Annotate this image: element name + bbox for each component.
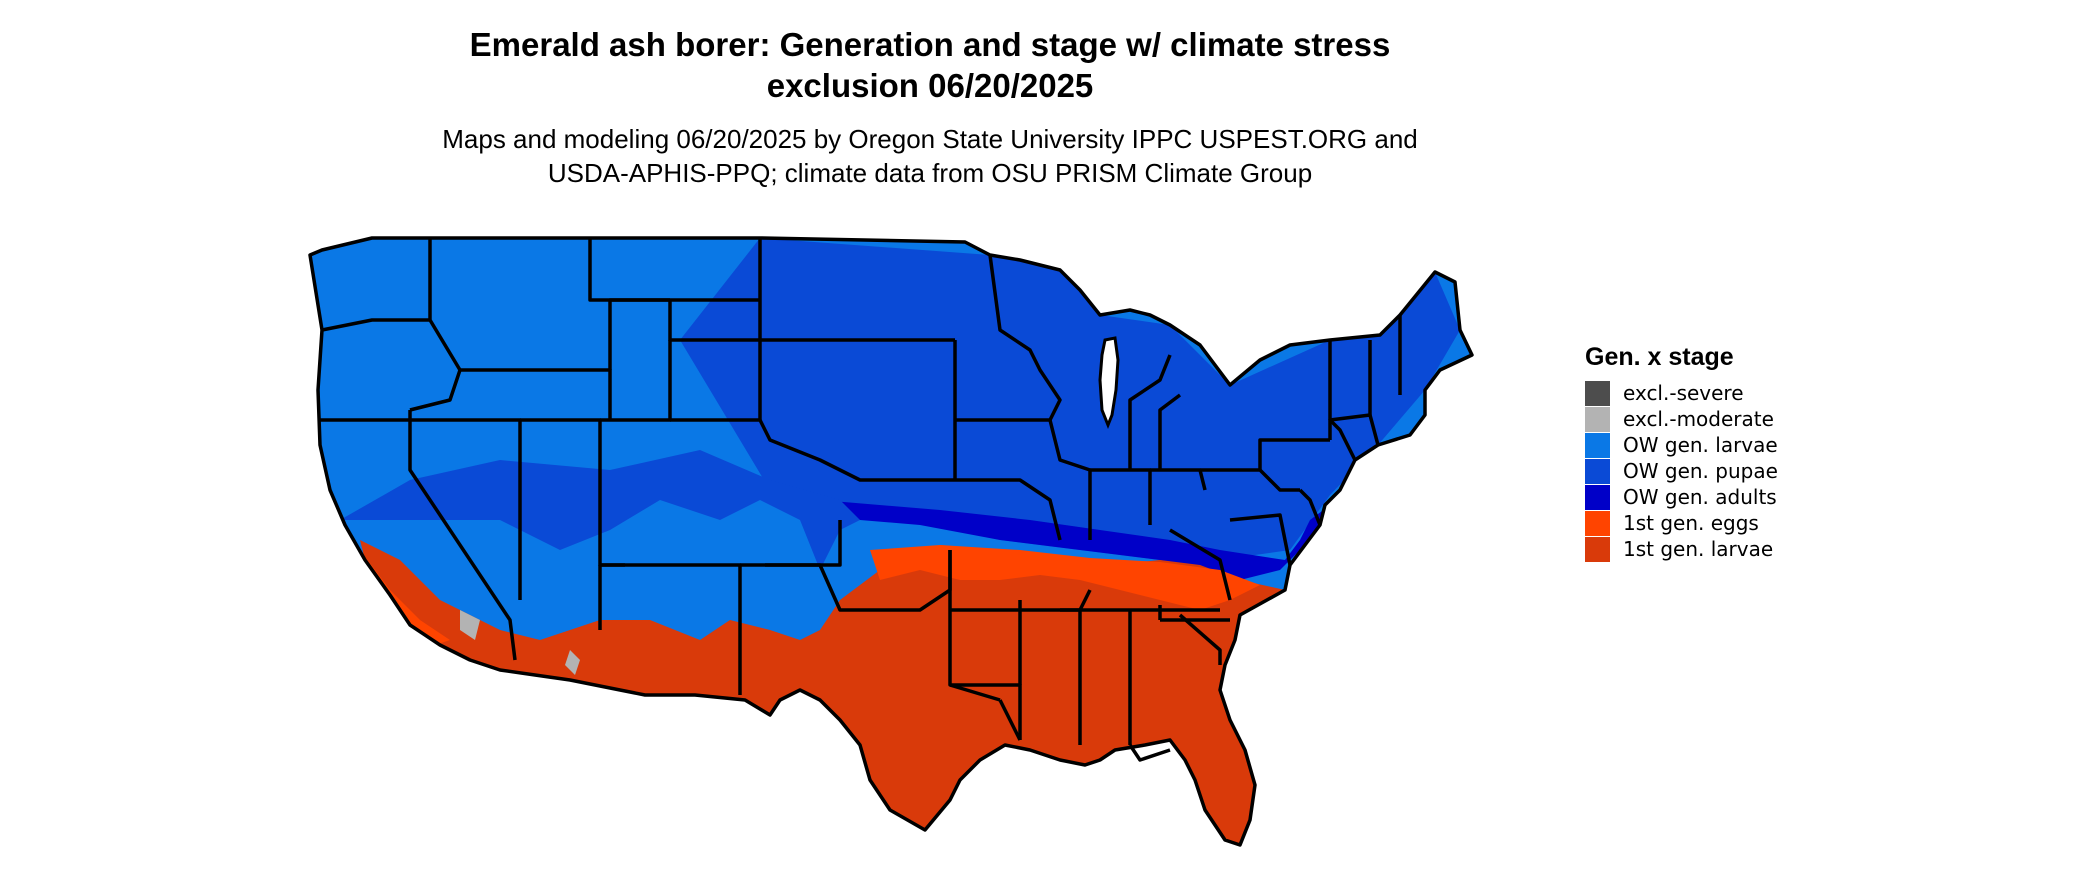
map-title: Emerald ash borer: Generation and stage … xyxy=(0,24,1860,106)
legend-item: OW gen. adults xyxy=(1585,484,1778,510)
legend-label: OW gen. larvae xyxy=(1623,433,1778,457)
legend-label: OW gen. adults xyxy=(1623,485,1777,509)
legend-item: OW gen. pupae xyxy=(1585,458,1778,484)
legend-label: OW gen. pupae xyxy=(1623,459,1778,483)
map-subtitle: Maps and modeling 06/20/2025 by Oregon S… xyxy=(0,122,1860,190)
us-stage-map xyxy=(308,236,1474,847)
subtitle-line-2: USDA-APHIS-PPQ; climate data from OSU PR… xyxy=(547,158,1313,188)
legend-swatch xyxy=(1585,536,1610,562)
legend-label: 1st gen. eggs xyxy=(1623,511,1759,535)
subtitle-line-1: Maps and modeling 06/20/2025 by Oregon S… xyxy=(442,124,1418,154)
legend-label: excl.-moderate xyxy=(1623,407,1774,431)
lake-michigan xyxy=(1098,336,1120,430)
legend-item: OW gen. larvae xyxy=(1585,432,1778,458)
stage-shading xyxy=(310,238,1472,845)
legend-swatch xyxy=(1585,380,1610,406)
legend-title: Gen. x stage xyxy=(1585,343,1734,371)
map-legend: Gen. x stage excl.-severe excl.-moderate… xyxy=(1585,342,1778,562)
title-line-2: exclusion 06/20/2025 xyxy=(766,67,1094,104)
legend-swatch xyxy=(1585,458,1610,484)
legend-swatch xyxy=(1585,432,1610,458)
state-borders xyxy=(308,236,1474,847)
legend-swatch xyxy=(1585,484,1610,510)
legend-label: excl.-severe xyxy=(1623,381,1744,405)
legend-item: 1st gen. larvae xyxy=(1585,536,1778,562)
legend-swatch xyxy=(1585,406,1610,432)
legend-item: 1st gen. eggs xyxy=(1585,510,1778,536)
legend-label: 1st gen. larvae xyxy=(1623,537,1774,561)
legend-item: excl.-moderate xyxy=(1585,406,1778,432)
legend-item: excl.-severe xyxy=(1585,380,1778,406)
title-line-1: Emerald ash borer: Generation and stage … xyxy=(469,26,1391,63)
legend-swatch xyxy=(1585,510,1610,536)
